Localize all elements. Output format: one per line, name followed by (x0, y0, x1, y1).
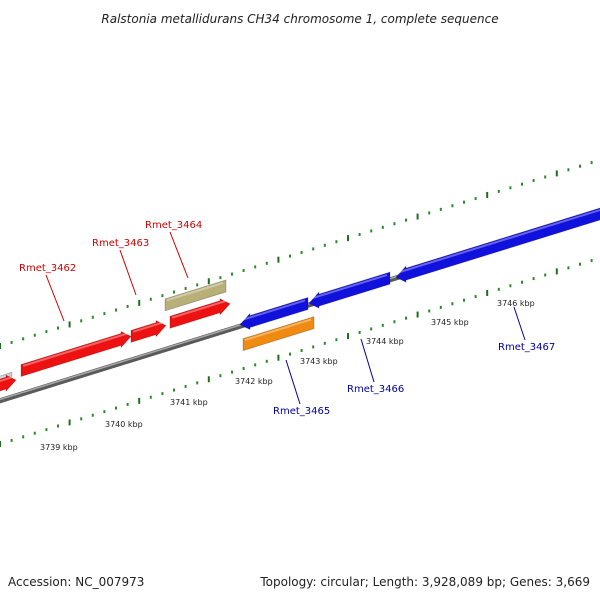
tick-label: 3741 kbp (170, 398, 208, 407)
gene-label-rmet_3465: Rmet_3465 (273, 406, 330, 417)
tick-label: 3740 kbp (105, 420, 143, 429)
tick-label: 3744 kbp (366, 337, 404, 346)
gene-labels: Rmet_3462 Rmet_3463 Rmet_3464 Rmet_3465 Rmet… (19, 220, 555, 417)
gene-highlight-gene-red-a (0, 376, 14, 383)
gene-label-rmet_3467: Rmet_3467 (498, 342, 555, 353)
upper-scale-ticks (0, 161, 593, 349)
tick-label: 3742 kbp (235, 377, 273, 386)
lower-scale-ticks (0, 259, 593, 447)
gene-arrow-rmet_3465 (242, 316, 315, 352)
gene-arrow-rmet_3466 (308, 271, 391, 309)
gene-label-rmet_3466: Rmet_3466 (347, 384, 404, 395)
tick-label: 3739 kbp (40, 443, 78, 452)
leader-line-rmet_3463 (119, 249, 137, 296)
scale-tick-labels: 3739 kbp 3740 kbp 3741 kbp 3742 kbp 3743 kbp… (40, 299, 535, 452)
accession-text: Accession: NC_007973 (8, 575, 144, 589)
leader-line-rmet_3466 (360, 338, 375, 383)
gene-arrow-rmet_3467 (395, 207, 600, 283)
gene-label-rmet_3464: Rmet_3464 (145, 220, 202, 231)
gene-arrow-rmet_3464 (169, 298, 231, 329)
gene-arrow-gene-red-a (0, 374, 17, 393)
leader-line-rmet_3467 (513, 306, 526, 341)
gene-arrow-rmet_3463 (130, 319, 167, 343)
tick-label: 3745 kbp (431, 318, 469, 327)
gene-highlight-gene-blue-a (241, 299, 306, 321)
gene-highlight-gene-olive (166, 281, 224, 302)
gene-arrow-gene-blue-a (239, 296, 309, 331)
tick-label: 3743 kbp (300, 357, 338, 366)
tick-label: 3746 kbp (497, 299, 535, 308)
gene-highlight-rmet_3463 (132, 321, 164, 333)
gene-arrow-rmet_3462 (20, 330, 132, 378)
gene-highlight-rmet_3467 (397, 208, 600, 274)
leader-line-rmet_3464 (169, 231, 189, 279)
gene-arrow-gene-olive (164, 279, 227, 312)
sequence-summary: Topology: circular; Length: 3,928,089 bp… (259, 575, 590, 589)
map-title: Ralstonia metallidurans CH34 chromosome … (101, 12, 498, 26)
gene-highlight-rmet_3466 (310, 274, 388, 300)
gene-highlight-rmet_3462 (22, 332, 129, 367)
gene-highlight-rmet_3464 (171, 299, 228, 319)
gene-features (0, 207, 600, 393)
leader-line-rmet_3465 (285, 359, 301, 405)
gene-label-rmet_3462: Rmet_3462 (19, 263, 76, 274)
leader-line-rmet_3462 (45, 274, 65, 322)
gene-highlight-rmet_3465 (244, 318, 312, 342)
gene-label-rmet_3463: Rmet_3463 (92, 238, 149, 249)
